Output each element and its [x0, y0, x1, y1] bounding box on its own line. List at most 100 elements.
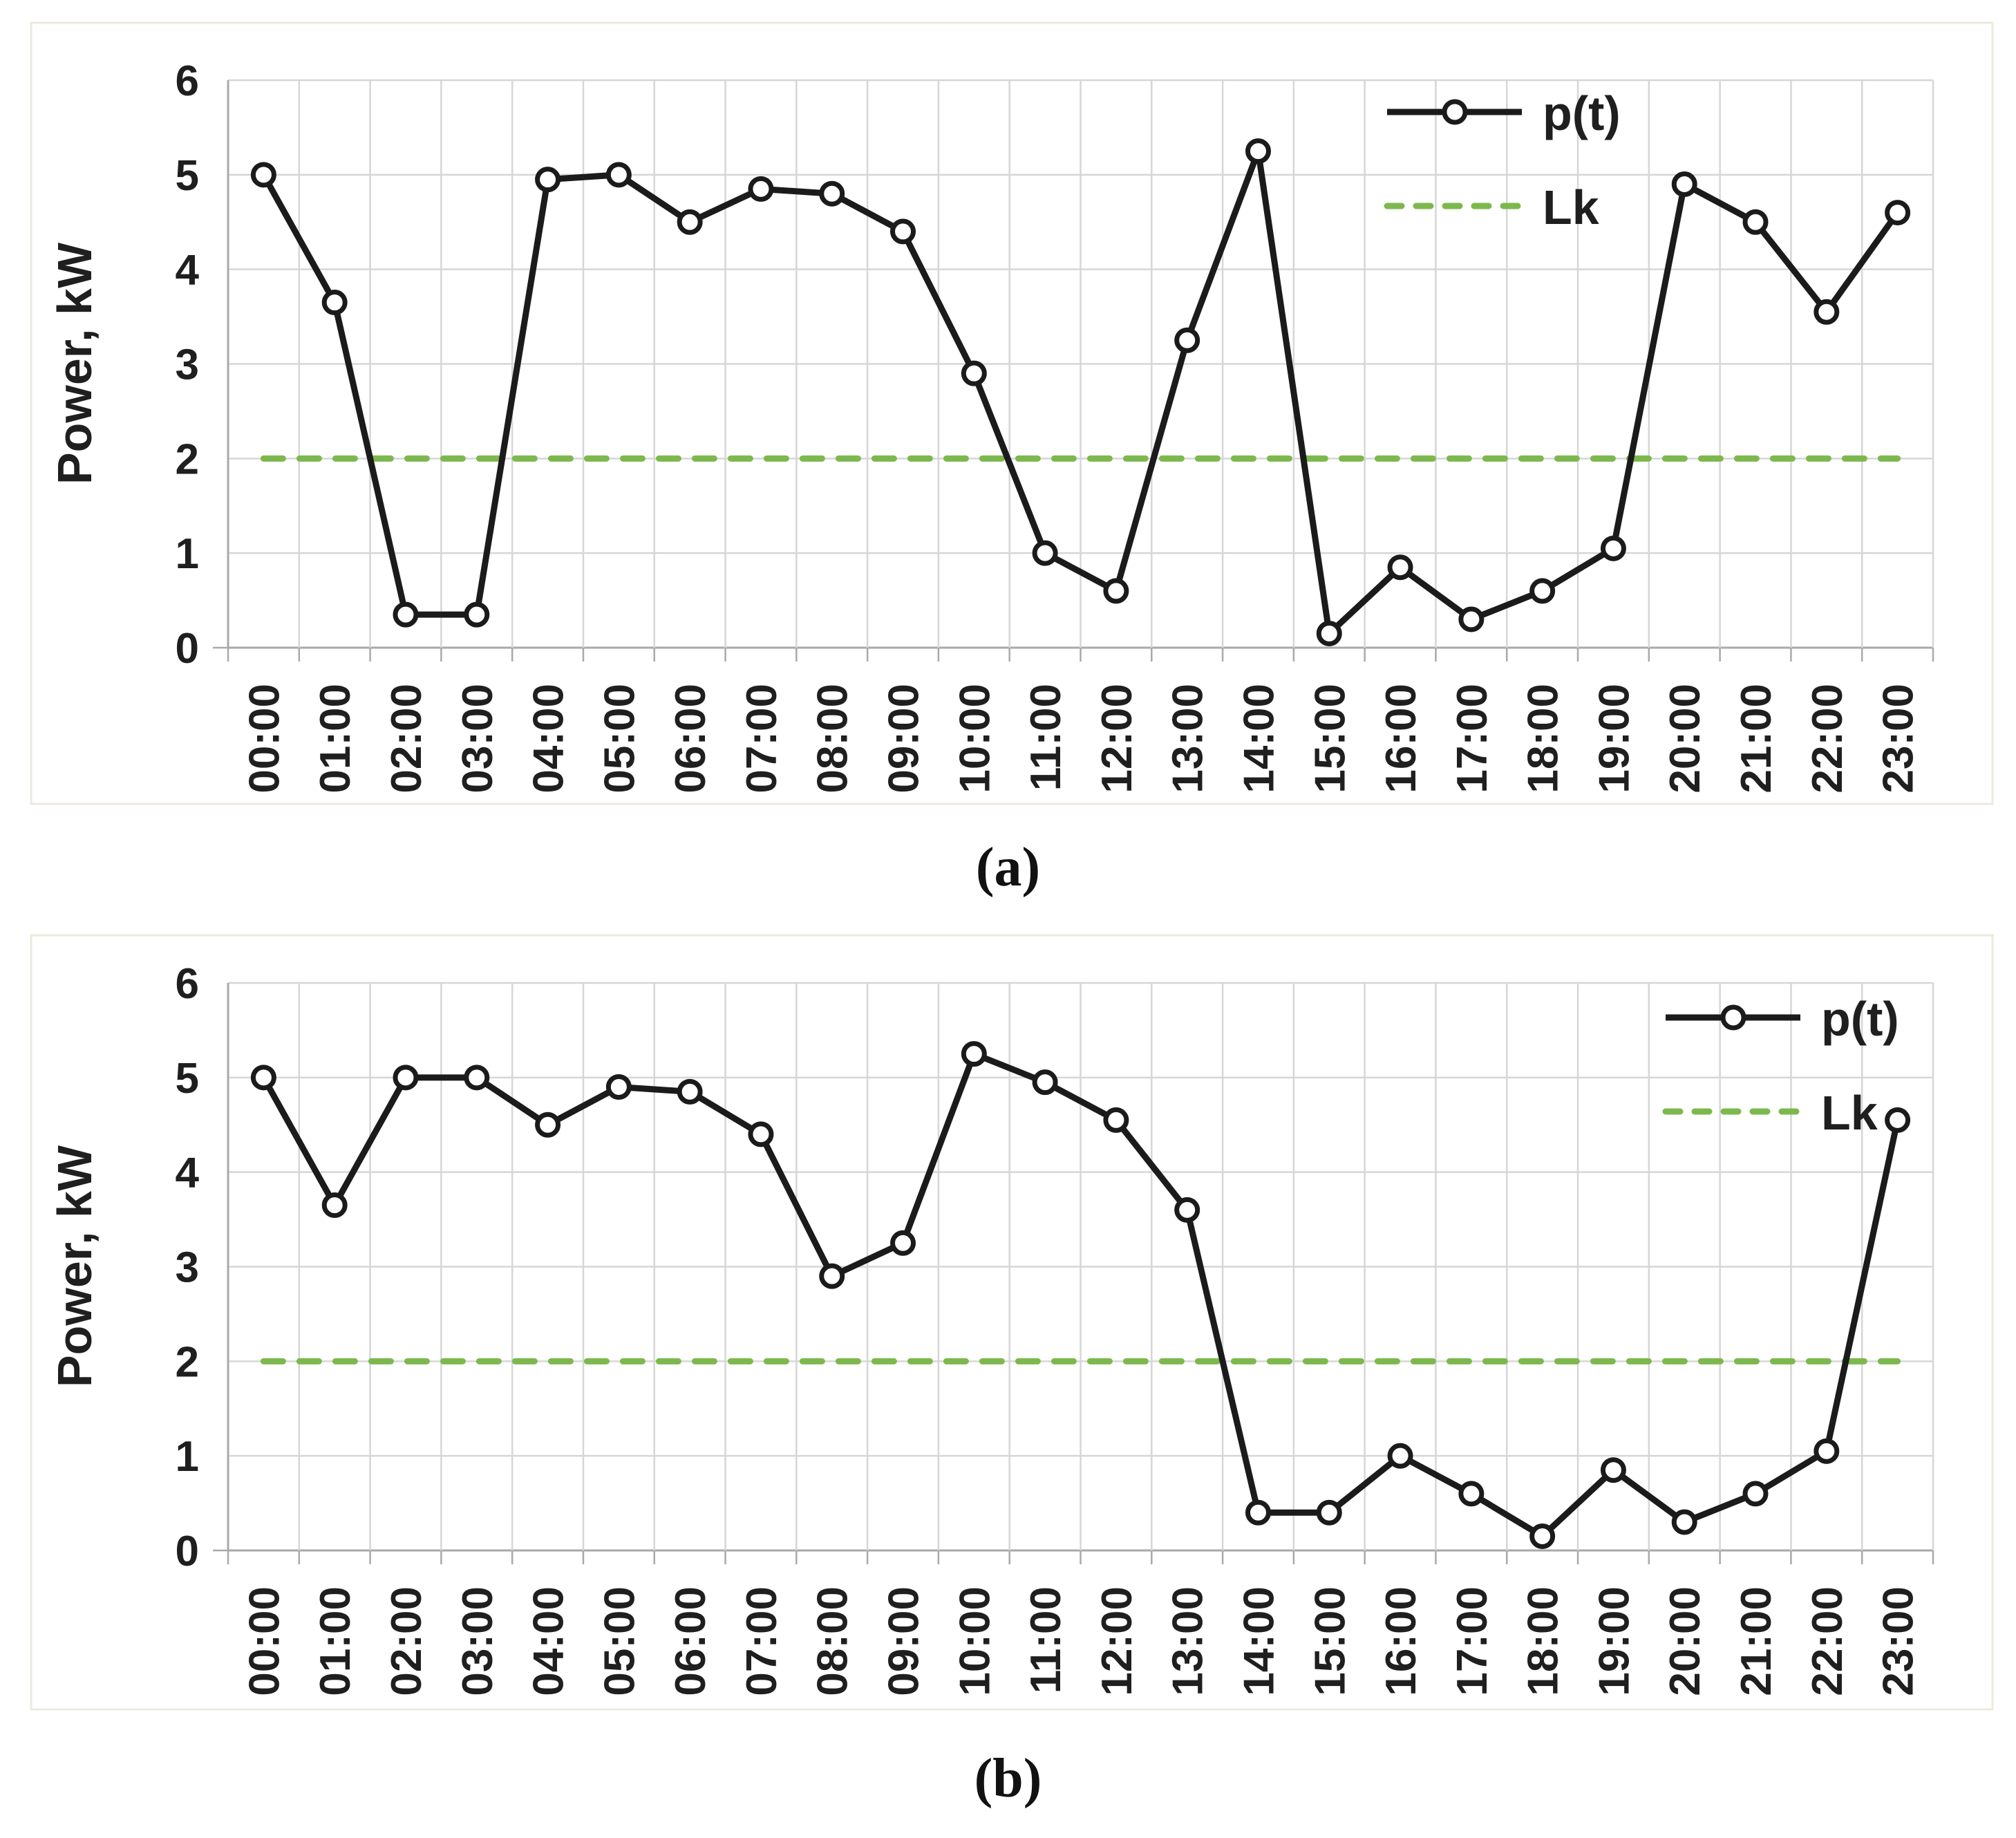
- x-tick-label: 23:00: [1875, 684, 1923, 794]
- data-point-marker: [677, 1078, 703, 1105]
- x-tick-label: 08:00: [809, 1586, 857, 1696]
- data-point-marker: [748, 176, 774, 202]
- data-point-marker: [393, 601, 419, 628]
- data-point-marker: [677, 209, 703, 235]
- data-point-marker: [1387, 554, 1413, 581]
- data-point-marker: [535, 1112, 561, 1138]
- data-point-marker: [961, 1041, 987, 1067]
- x-tick-label: 17:00: [1449, 684, 1496, 794]
- y-tick-label: 3: [176, 341, 199, 389]
- caption-b: (b): [974, 1748, 1042, 1809]
- x-tick-label: 21:00: [1733, 684, 1780, 794]
- x-tick-label: 11:00: [1022, 1586, 1070, 1694]
- x-tick-label: 00:00: [241, 684, 288, 794]
- x-tick-label: 20:00: [1661, 1586, 1709, 1696]
- data-point-marker: [1032, 540, 1058, 566]
- x-tick-label: 13:00: [1165, 1586, 1212, 1696]
- data-point-marker: [819, 1263, 845, 1289]
- x-tick-label: 20:00: [1661, 684, 1709, 794]
- data-point-marker: [1103, 1107, 1129, 1133]
- x-tick-label: 11:00: [1022, 684, 1070, 791]
- data-point-marker: [1814, 1438, 1840, 1464]
- x-tick-label: 21:00: [1733, 1586, 1780, 1696]
- data-point-marker: [1742, 209, 1769, 235]
- x-tick-label: 15:00: [1306, 1586, 1354, 1696]
- legend-series-marker: [1442, 99, 1468, 125]
- data-point-marker: [1458, 1481, 1485, 1507]
- data-point-marker: [464, 601, 490, 628]
- series-line-pt: [261, 148, 1901, 637]
- x-tick-label: 16:00: [1377, 684, 1425, 794]
- x-tick-label: 07:00: [738, 684, 786, 794]
- x-tick-label: 02:00: [383, 1586, 431, 1696]
- x-tick-label: 09:00: [880, 684, 928, 794]
- data-point-marker: [393, 1065, 419, 1091]
- x-tick-label: 22:00: [1804, 1586, 1852, 1696]
- x-tick-label: 05:00: [596, 1586, 643, 1696]
- data-point-marker: [1529, 578, 1556, 604]
- x-tick-label: 10:00: [951, 684, 999, 794]
- y-tick-label: 1: [176, 1433, 199, 1481]
- data-point-marker: [1316, 620, 1342, 646]
- x-tick-label: 01:00: [312, 684, 359, 794]
- data-point-marker: [1885, 1107, 1911, 1133]
- data-point-marker: [1600, 1457, 1626, 1483]
- x-tick-label: 18:00: [1520, 684, 1567, 794]
- x-tick-label: 05:00: [596, 684, 643, 794]
- series-line-pt: [261, 1051, 1901, 1539]
- panel-b-border: [30, 934, 1994, 1711]
- data-point-marker: [1671, 1509, 1697, 1535]
- x-tick-label: 23:00: [1875, 1586, 1923, 1696]
- plot-area-a: 0 1 2 3 4 5 6 00:00 01:00 02:00 03:00 04:00 05:00 06:…: [176, 57, 1934, 794]
- legend-series-label: p(t): [1821, 992, 1899, 1046]
- x-tick-label: 07:00: [738, 1586, 786, 1696]
- x-tick-label: 09:00: [880, 1586, 928, 1696]
- data-point-marker: [1174, 327, 1200, 353]
- data-point-marker: [321, 1192, 348, 1219]
- data-point-marker: [535, 167, 561, 193]
- x-tick-label: 19:00: [1590, 684, 1638, 794]
- data-point-marker: [1032, 1069, 1058, 1096]
- y-tick-label: 5: [176, 1055, 199, 1103]
- y-tick-label: 6: [176, 57, 199, 105]
- x-tick-label: 06:00: [667, 1586, 715, 1696]
- x-tick-label: 04:00: [525, 684, 573, 794]
- data-point-marker: [1671, 171, 1697, 198]
- x-tick-label: 03:00: [454, 1586, 502, 1696]
- y-tick-label: 4: [176, 1150, 200, 1197]
- x-tick-label: 00:00: [241, 1586, 288, 1696]
- data-point-marker: [464, 1065, 490, 1091]
- data-point-marker: [250, 1065, 276, 1091]
- y-tick-label: 0: [176, 1528, 199, 1575]
- data-point-marker: [890, 218, 916, 245]
- data-point-marker: [1316, 1499, 1342, 1526]
- x-tick-label: 08:00: [809, 684, 857, 794]
- x-tick-label: 02:00: [383, 684, 431, 794]
- data-point-marker: [1742, 1481, 1769, 1507]
- data-point-marker: [1529, 1523, 1556, 1549]
- x-tick-label: 04:00: [525, 1586, 573, 1696]
- legend-limit-label: Lk: [1821, 1086, 1878, 1140]
- chart-panel-b: 0 1 2 3 4 5 6 00:00 01:00 02:00 03:00 04:00 05:00 06:…: [30, 934, 1994, 1711]
- data-point-marker: [961, 360, 987, 386]
- data-point-marker: [819, 180, 845, 207]
- x-tick-label: 12:00: [1093, 1586, 1141, 1696]
- caption-a: (a): [975, 837, 1041, 898]
- data-point-marker: [1103, 578, 1129, 604]
- x-tick-label: 13:00: [1165, 684, 1212, 794]
- y-tick-label: 0: [176, 625, 199, 673]
- x-tick-label: 18:00: [1520, 1586, 1567, 1696]
- x-tick-label: 01:00: [312, 1586, 359, 1696]
- data-point-marker: [1245, 138, 1271, 165]
- x-tick-label: 14:00: [1235, 1586, 1283, 1696]
- legend-a: p(t) Lk: [1384, 86, 1621, 234]
- y-tick-label: 5: [176, 152, 199, 200]
- data-point-marker: [748, 1121, 774, 1147]
- legend-limit-label: Lk: [1543, 180, 1599, 234]
- x-tick-label: 06:00: [667, 684, 715, 794]
- x-tick-label: 15:00: [1306, 684, 1354, 794]
- x-tick-label: 12:00: [1093, 684, 1141, 794]
- data-point-marker: [1174, 1197, 1200, 1223]
